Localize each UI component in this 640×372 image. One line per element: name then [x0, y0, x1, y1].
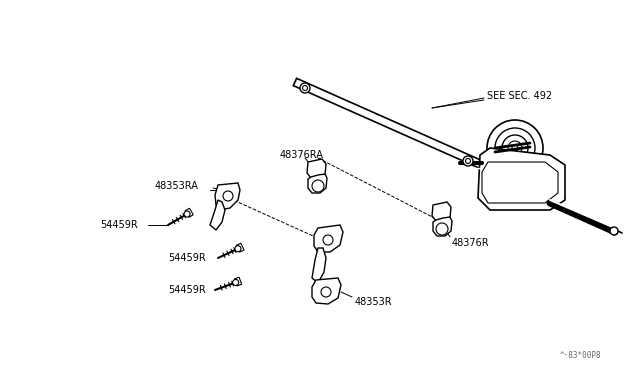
- Text: 48353R: 48353R: [355, 297, 392, 307]
- Circle shape: [436, 223, 448, 235]
- Circle shape: [508, 141, 522, 155]
- Circle shape: [323, 235, 333, 245]
- Polygon shape: [215, 183, 240, 210]
- Circle shape: [487, 120, 543, 176]
- Text: 54459R: 54459R: [168, 253, 205, 263]
- Polygon shape: [236, 243, 244, 252]
- Text: ^·83*00P8: ^·83*00P8: [560, 350, 602, 359]
- Circle shape: [495, 128, 535, 168]
- Polygon shape: [432, 202, 451, 221]
- Polygon shape: [314, 225, 343, 252]
- Polygon shape: [433, 217, 452, 236]
- Text: 48353RA: 48353RA: [155, 181, 199, 191]
- Polygon shape: [312, 248, 326, 283]
- Circle shape: [233, 279, 239, 285]
- Text: 48376R: 48376R: [452, 238, 490, 248]
- Circle shape: [502, 135, 528, 161]
- Circle shape: [235, 246, 241, 252]
- Polygon shape: [312, 278, 341, 304]
- Circle shape: [223, 191, 233, 201]
- Polygon shape: [210, 200, 225, 230]
- Circle shape: [610, 227, 618, 235]
- Polygon shape: [234, 277, 242, 286]
- Text: SEE SEC. 492: SEE SEC. 492: [487, 91, 552, 101]
- Polygon shape: [307, 159, 326, 178]
- Circle shape: [512, 145, 518, 151]
- Circle shape: [465, 158, 470, 164]
- Circle shape: [184, 211, 190, 217]
- Circle shape: [303, 86, 307, 90]
- Circle shape: [300, 83, 310, 93]
- Circle shape: [463, 156, 473, 166]
- Polygon shape: [308, 174, 327, 193]
- Polygon shape: [478, 148, 565, 210]
- Text: 48376RA: 48376RA: [280, 150, 324, 160]
- Circle shape: [321, 287, 331, 297]
- Text: 54459R: 54459R: [168, 285, 205, 295]
- Polygon shape: [185, 208, 193, 217]
- Text: 54459R: 54459R: [100, 220, 138, 230]
- Circle shape: [312, 180, 324, 192]
